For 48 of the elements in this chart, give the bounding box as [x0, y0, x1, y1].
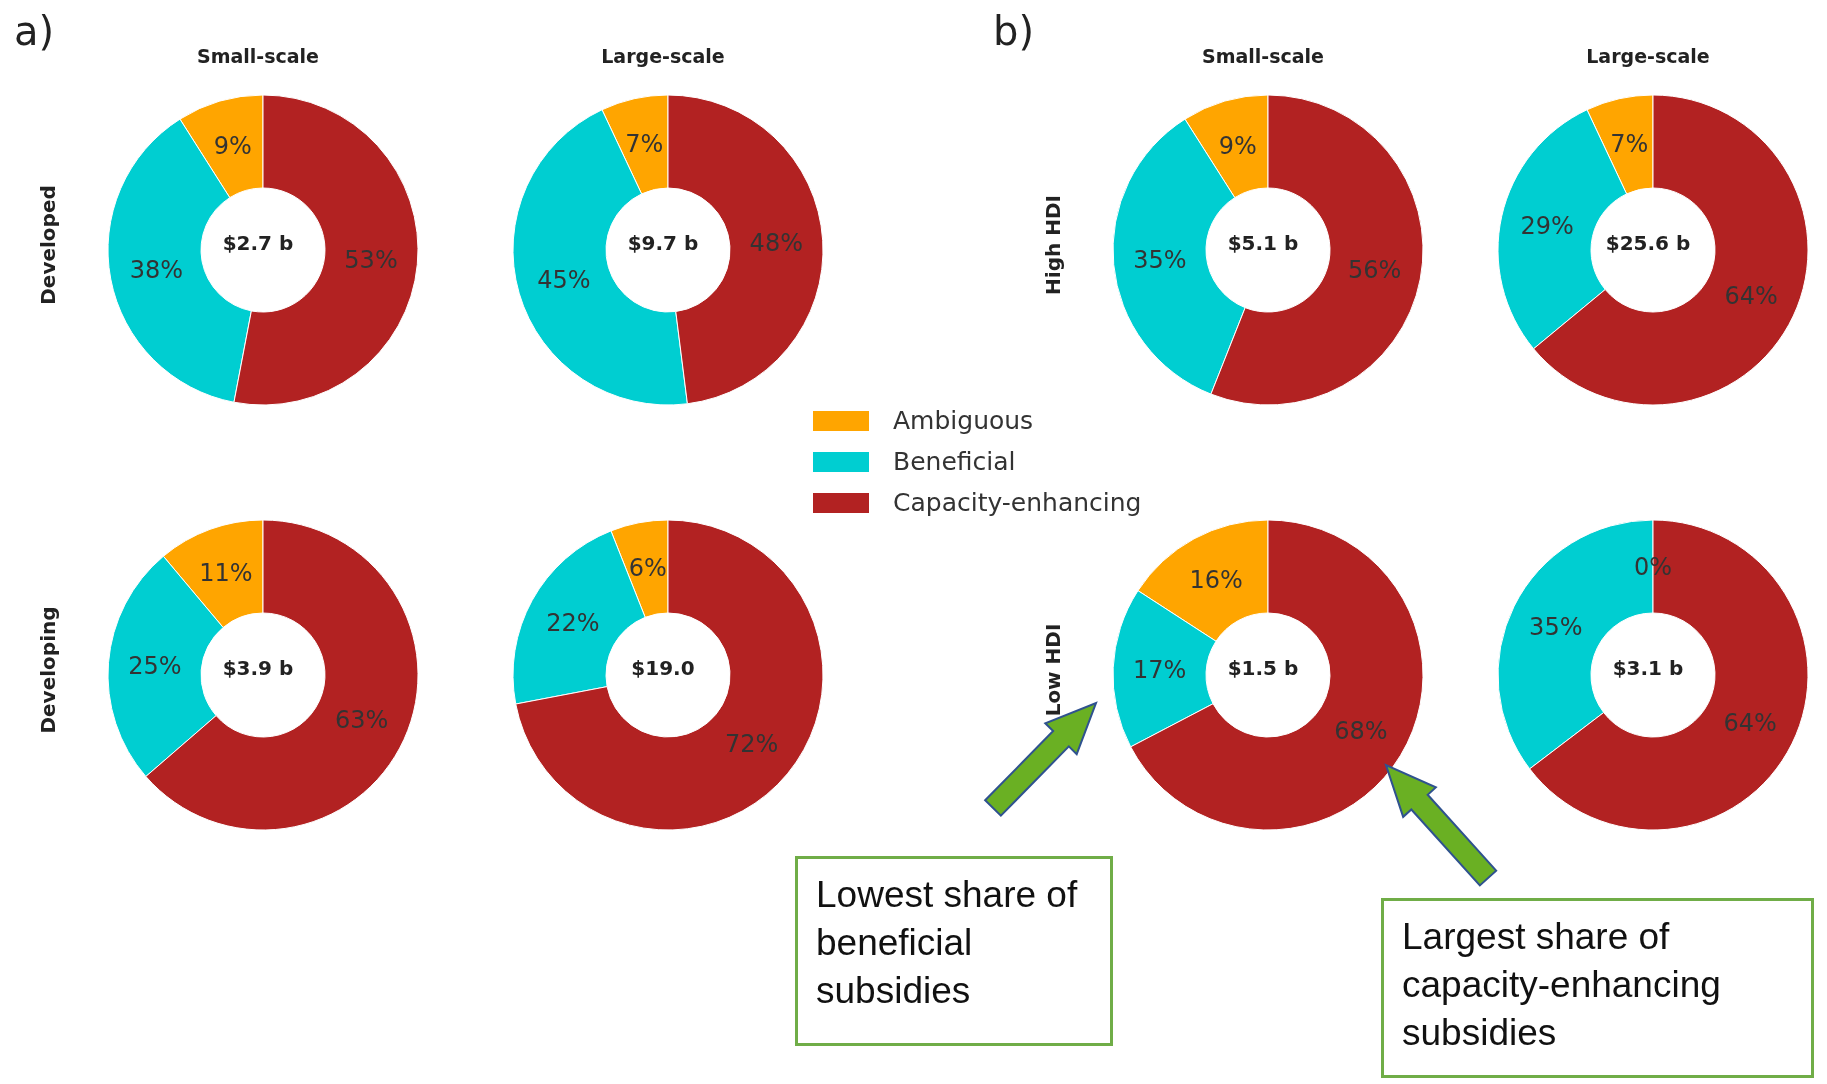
chart-title: Large-scale — [1585, 45, 1711, 67]
data-label: 9% — [1218, 131, 1257, 160]
data-label: 6% — [628, 554, 667, 583]
data-label: 63% — [335, 706, 389, 735]
data-label: 35% — [1133, 246, 1187, 275]
data-label: 45% — [537, 266, 591, 295]
data-label: 11% — [199, 559, 253, 588]
text: $2.7 b — [221, 231, 295, 255]
legend-label: Beneficial — [893, 447, 1016, 476]
text: Low HDI — [1041, 623, 1065, 717]
data-label: 68% — [1334, 717, 1388, 746]
legend-label: Capacity-enhancing — [893, 488, 1142, 517]
text: $25.6 b — [1604, 231, 1692, 255]
data-label: 29% — [1520, 212, 1574, 241]
data-label: 64% — [1723, 709, 1777, 738]
text: Developing — [36, 606, 60, 734]
text: $1.5 b — [1226, 656, 1300, 680]
chart-title: Small-scale — [196, 45, 320, 67]
donut-slice — [515, 519, 824, 831]
data-label: 7% — [625, 130, 664, 159]
text: 0% — [1633, 552, 1673, 581]
text: a) — [14, 8, 55, 54]
text: b) — [993, 8, 1034, 54]
data-label: 16% — [1189, 565, 1243, 594]
data-label: 17% — [1132, 655, 1187, 684]
text: $3.1 b — [1611, 656, 1685, 680]
data-label: 48% — [749, 229, 803, 258]
text: $3.9 b — [221, 656, 295, 680]
chart-title: Small-scale — [1201, 45, 1325, 67]
text: $19.0 — [630, 656, 696, 680]
data-label: 56% — [1347, 256, 1402, 285]
note-box: Largest share of capacity-enhancing subsidies — [1381, 898, 1814, 1078]
data-label: 25% — [128, 652, 182, 681]
text: High HDI — [1041, 195, 1065, 295]
text: $5.1 b — [1226, 231, 1300, 255]
data-label: 64% — [1724, 282, 1778, 311]
data-label: 35% — [1529, 612, 1583, 641]
text: $9.7 b — [626, 231, 700, 255]
data-label: 72% — [724, 730, 779, 759]
data-label: 38% — [129, 256, 184, 285]
data-label: 7% — [1610, 130, 1649, 159]
note-box: Lowest share of beneficial subsidies — [795, 856, 1113, 1046]
data-label: 9% — [213, 131, 252, 160]
chart-title: Large-scale — [600, 45, 726, 67]
data-label: 22% — [546, 608, 600, 637]
data-label: 53% — [344, 246, 398, 275]
legend-label: Ambiguous — [893, 406, 1034, 435]
text: Developed — [36, 185, 60, 305]
